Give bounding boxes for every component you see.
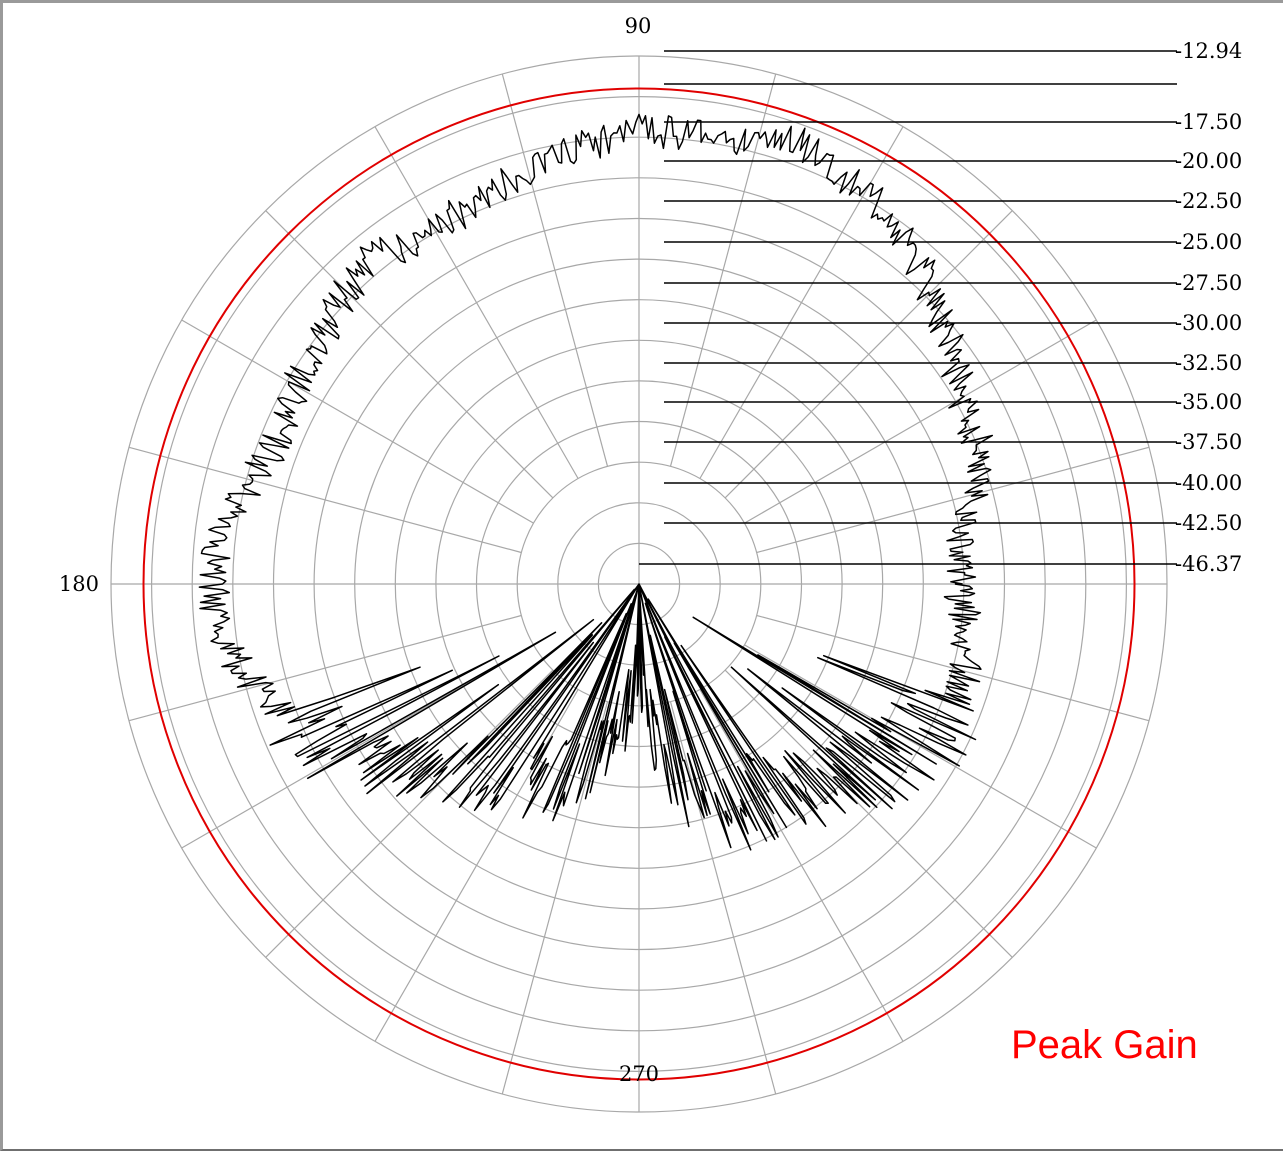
angle-label-90: 90	[625, 14, 652, 38]
scale-tick-label: -22.50	[1175, 189, 1242, 213]
scale-tick-label: -30.00	[1175, 311, 1242, 335]
grid-spoke-105	[501, 73, 609, 467]
scale-tick-label: -25.00	[1175, 230, 1242, 254]
grid-spoke-120	[374, 126, 579, 479]
grid-spoke-240	[374, 689, 579, 1042]
scale-tick-label: -27.50	[1175, 271, 1242, 295]
angle-label-270: 270	[619, 1062, 659, 1086]
grid-spoke-195	[128, 614, 522, 722]
scale-tick-label: -12.94	[1175, 39, 1242, 63]
pattern-trace	[198, 113, 994, 851]
grid-spoke-330	[744, 644, 1097, 849]
grid-spoke-345	[756, 614, 1150, 722]
grid-spoke-15	[756, 446, 1150, 554]
scale-tick-label: -42.50	[1175, 511, 1242, 535]
grid-spoke-315	[724, 669, 1013, 958]
scale-tick-label: -40.00	[1175, 471, 1242, 495]
grid-spoke-300	[699, 689, 904, 1042]
scale-tick-label: -46.37	[1175, 552, 1242, 576]
scale-tick-label: -32.50	[1175, 351, 1242, 375]
scale-tick-label: -20.00	[1175, 149, 1242, 173]
scale-tick-label: -37.50	[1175, 430, 1242, 454]
reference-circle-line	[142, 87, 1136, 1081]
radial-scale-ticks: -12.94 -17.50 -20.00 -22.50 -25.00 -27.50 -30.…	[639, 39, 1242, 576]
grid-spoke-75	[669, 73, 777, 467]
pattern-trace-line	[198, 113, 994, 851]
grid-spoke-255	[501, 701, 609, 1095]
grid-spoke-30	[744, 319, 1097, 524]
peak-gain-annotation: Peak Gain	[1011, 1023, 1198, 1067]
grid-spoke-45	[724, 210, 1013, 499]
reference-circle	[142, 87, 1136, 1081]
grid-spoke-150	[181, 319, 534, 524]
scale-tick-label: -17.50	[1175, 110, 1242, 134]
grid-spoke-135	[265, 210, 554, 499]
polar-radiation-plot: -12.94 -17.50 -20.00 -22.50 -25.00 -27.50 -30.…	[59, 14, 1242, 1113]
grid-spoke-165	[128, 446, 522, 554]
angle-labels: 90 180 270	[59, 14, 659, 1086]
polar-grid	[110, 55, 1168, 1113]
grid-spoke-285	[669, 701, 777, 1095]
scale-tick-label: -35.00	[1175, 390, 1242, 414]
grid-spoke-210	[181, 644, 534, 849]
grid-spoke-225	[265, 669, 554, 958]
angle-label-180: 180	[59, 572, 99, 596]
